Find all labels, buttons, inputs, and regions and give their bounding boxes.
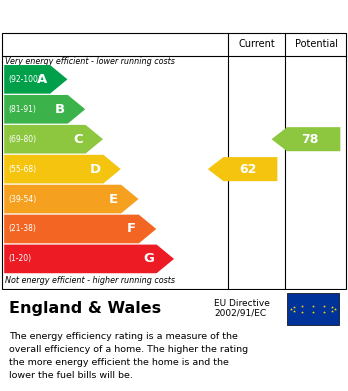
Text: 78: 78 (301, 133, 319, 146)
Text: (39-54): (39-54) (8, 195, 37, 204)
Polygon shape (4, 215, 156, 243)
Text: England & Wales: England & Wales (9, 301, 161, 316)
Text: (81-91): (81-91) (8, 105, 36, 114)
Text: G: G (143, 253, 154, 265)
Text: The energy efficiency rating is a measure of the
overall efficiency of a home. T: The energy efficiency rating is a measur… (9, 332, 248, 380)
Text: Energy Efficiency Rating: Energy Efficiency Rating (9, 9, 230, 24)
Polygon shape (4, 125, 103, 154)
Text: E: E (109, 192, 118, 206)
FancyBboxPatch shape (287, 293, 339, 325)
Text: Not energy efficient - higher running costs: Not energy efficient - higher running co… (5, 276, 175, 285)
Text: Potential: Potential (295, 39, 338, 48)
Text: C: C (73, 133, 83, 146)
Text: F: F (127, 222, 136, 235)
Text: Very energy efficient - lower running costs: Very energy efficient - lower running co… (5, 57, 175, 66)
Text: (21-38): (21-38) (8, 224, 36, 233)
Polygon shape (4, 245, 174, 273)
Text: (55-68): (55-68) (8, 165, 37, 174)
Polygon shape (4, 185, 139, 213)
Polygon shape (4, 95, 85, 124)
Text: (69-80): (69-80) (8, 135, 37, 144)
Text: B: B (55, 103, 65, 116)
Text: 62: 62 (239, 163, 256, 176)
Text: (92-100): (92-100) (8, 75, 41, 84)
Text: Current: Current (238, 39, 275, 48)
Polygon shape (208, 157, 277, 181)
Polygon shape (4, 155, 121, 183)
Polygon shape (4, 65, 68, 94)
Text: D: D (89, 163, 101, 176)
Text: A: A (37, 73, 47, 86)
Polygon shape (271, 127, 340, 151)
Text: (1-20): (1-20) (8, 255, 31, 264)
Text: EU Directive
2002/91/EC: EU Directive 2002/91/EC (214, 299, 270, 318)
